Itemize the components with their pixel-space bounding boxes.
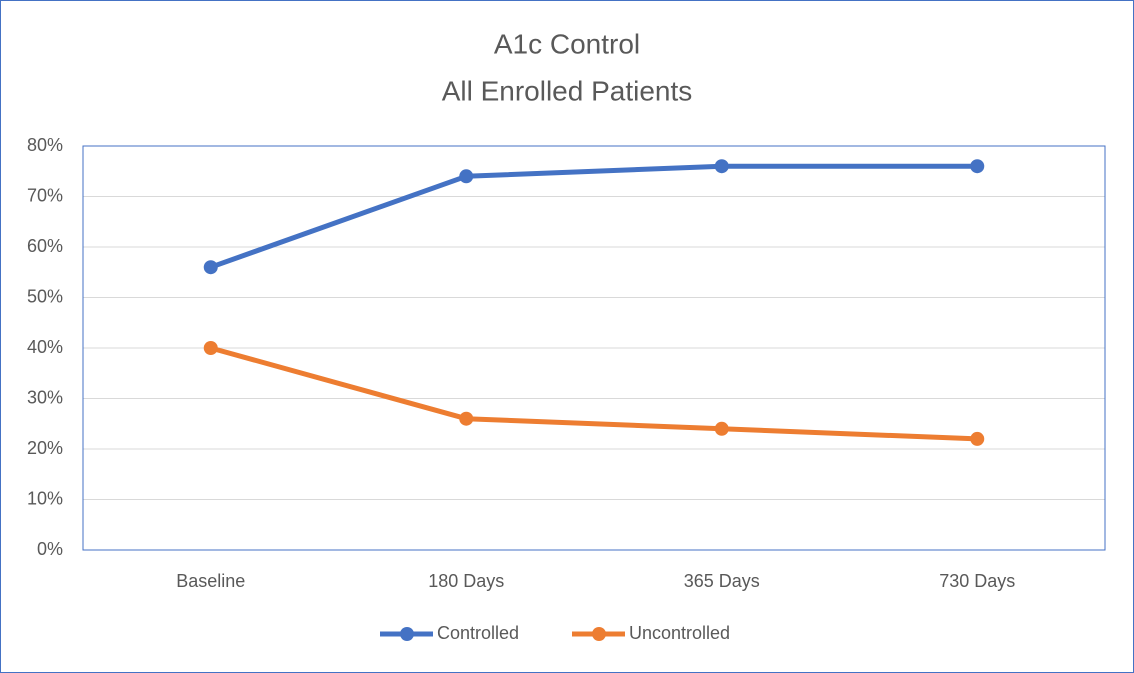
legend-marker (592, 627, 606, 641)
marker (714, 421, 729, 436)
legend-label: Controlled (437, 623, 519, 643)
marker (203, 341, 218, 355)
x-tick-label: 180 Days (428, 571, 504, 591)
chart-subtitle: All Enrolled Patients (442, 75, 693, 106)
series-line (208, 163, 980, 270)
y-tick-label: 70% (27, 185, 63, 205)
marker (203, 260, 218, 275)
legend-label: Uncontrolled (629, 623, 730, 643)
legend-marker (400, 627, 414, 641)
marker (970, 431, 985, 446)
x-tick-label: 365 Days (684, 571, 760, 591)
marker (459, 411, 474, 426)
y-tick-label: 20% (27, 438, 63, 458)
marker (459, 169, 474, 184)
y-tick-label: 80% (27, 135, 63, 155)
x-tick-label: Baseline (176, 571, 245, 591)
y-tick-label: 0% (37, 539, 63, 559)
y-tick-label: 40% (27, 337, 63, 357)
plot-area-border (82, 145, 1106, 551)
y-tick-label: 60% (27, 236, 63, 256)
x-tick-label: 730 Days (939, 571, 1015, 591)
y-tick-label: 10% (27, 488, 63, 508)
series-line (208, 345, 980, 442)
y-tick-label: 50% (27, 286, 63, 306)
marker (970, 159, 985, 174)
chart-title: A1c Control (494, 28, 640, 59)
marker (714, 159, 729, 174)
y-tick-label: 30% (27, 387, 63, 407)
